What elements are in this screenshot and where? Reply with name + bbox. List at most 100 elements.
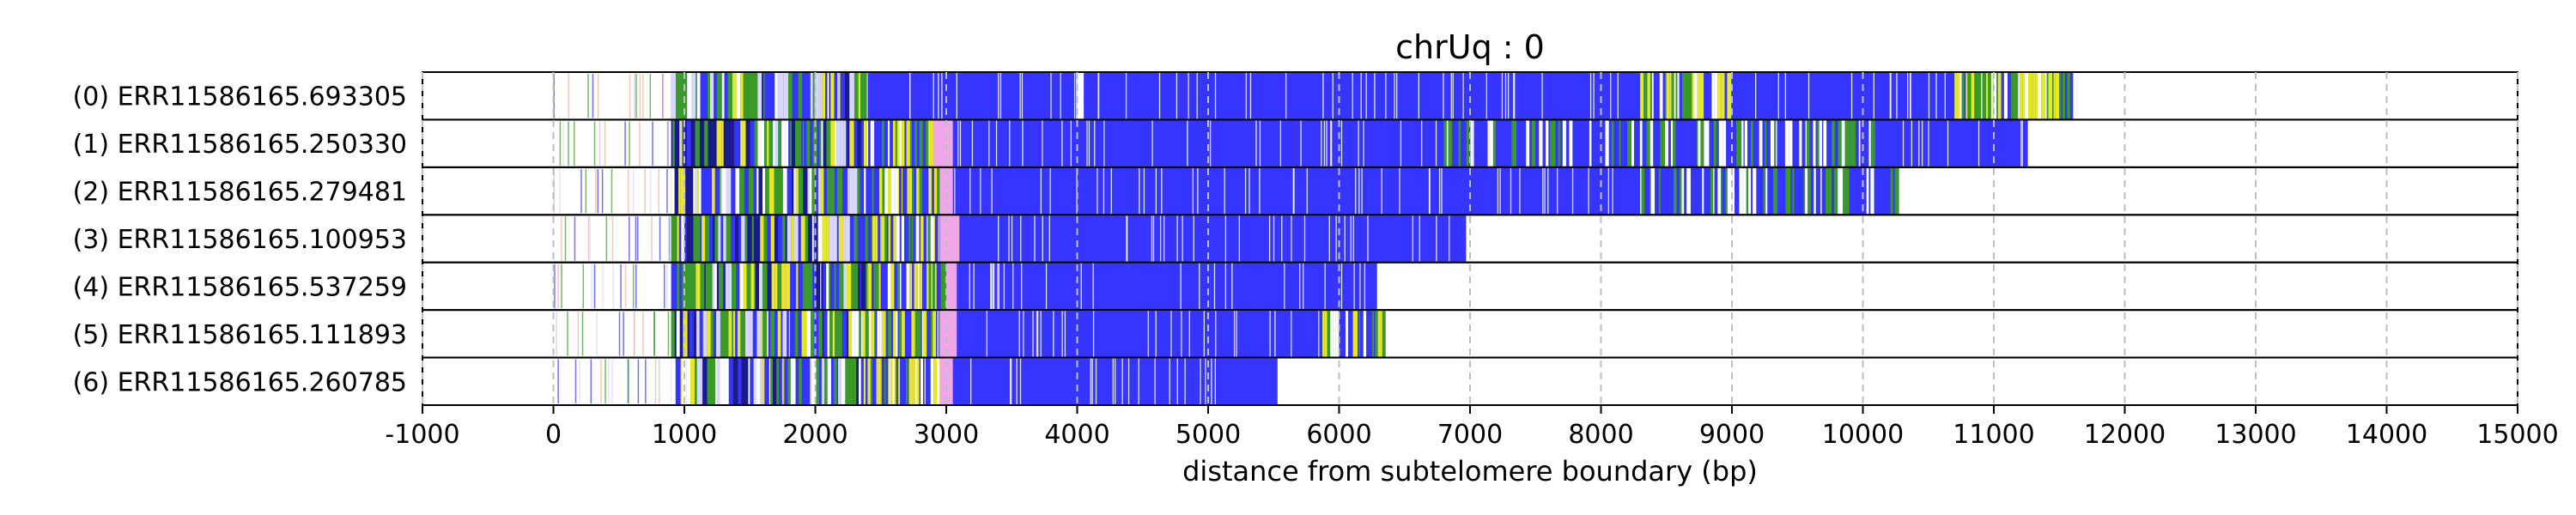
read-segment-stripe	[1782, 120, 1785, 167]
read-segment-stripe	[879, 167, 883, 215]
read-gap	[1331, 120, 1333, 167]
read-segment-stripe	[795, 167, 799, 215]
read-segment-stripe	[1792, 120, 1794, 167]
read-gap	[1163, 215, 1165, 262]
read-segment-stripe	[1801, 120, 1804, 167]
read-segment-stripe	[829, 263, 831, 310]
read-segment-stripe	[726, 167, 732, 215]
read-segment-stripe	[680, 167, 686, 215]
read-gap	[1214, 358, 1216, 404]
read-segment-stripe	[829, 215, 834, 262]
read-segment-stripe	[776, 358, 779, 404]
read-segment-stripe	[887, 215, 889, 262]
read-segment-stripe	[1675, 73, 1678, 119]
read-mark	[654, 359, 657, 403]
read-mark	[593, 264, 596, 309]
read-segment-stripe	[847, 167, 850, 215]
read-segment-stripe	[1579, 120, 1583, 167]
read-gap	[1211, 358, 1212, 404]
read-segment-stripe	[1564, 120, 1567, 167]
read-segment-stripe	[903, 263, 907, 310]
x-tick-label: 5000	[1176, 420, 1241, 450]
read-segment-stripe	[1728, 120, 1732, 167]
read-segment-stripe	[1345, 311, 1349, 357]
read-segment-stripe	[840, 120, 844, 167]
read-mark	[589, 216, 591, 261]
read-gap	[1097, 73, 1099, 119]
read-segment-stripe	[1511, 120, 1514, 167]
read-segment-stripe	[928, 167, 930, 215]
read-segment-stripe	[802, 263, 805, 310]
read-gap	[1318, 311, 1320, 357]
read-segment-stripe	[927, 167, 929, 215]
read-segment-stripe	[830, 358, 835, 404]
read-mark	[632, 168, 635, 214]
read-segment-stripe	[672, 120, 675, 167]
read-segment-stripe	[1964, 73, 1966, 119]
read-segment-stripe	[872, 120, 875, 167]
read-segment-stripe	[830, 120, 835, 167]
read-segment-stripe	[1663, 167, 1665, 215]
read-segment-stripe	[1838, 167, 1844, 215]
read-segment-stripe	[832, 311, 835, 357]
read-segment-stripe	[830, 73, 835, 119]
read-segment-stripe	[838, 167, 843, 215]
read-segment-stripe	[810, 120, 813, 167]
read-gap	[1273, 215, 1275, 262]
read-segment-stripe	[860, 120, 864, 167]
read-segment-stripe	[783, 73, 789, 119]
read-gap	[991, 167, 993, 215]
read-segment-stripe	[1773, 167, 1777, 215]
read-segment-stripe	[926, 120, 929, 167]
read-segment-stripe	[790, 263, 792, 310]
read-segment-stripe	[1796, 167, 1800, 215]
read-gap	[1399, 167, 1400, 215]
read-segment-stripe	[707, 311, 711, 357]
read-segment-stripe	[1700, 167, 1703, 215]
x-tick-label: 13000	[2215, 420, 2296, 450]
read-gap	[1754, 73, 1757, 119]
read-segment-stripe	[795, 120, 799, 167]
read-segment-stripe	[919, 263, 920, 310]
read-segment-stripe	[1473, 120, 1477, 167]
read-segment-stripe	[926, 358, 929, 404]
read-segment-stripe	[892, 358, 895, 404]
read-segment-stripe	[682, 120, 685, 167]
read-segment-stripe	[823, 167, 827, 215]
read-segment-stripe	[847, 120, 850, 167]
read-gap	[1003, 263, 1005, 310]
read-segment-blue	[1889, 120, 2028, 167]
read-gap	[1910, 73, 1911, 119]
read-gap	[1049, 167, 1051, 215]
read-gap	[1040, 311, 1042, 357]
read-segment-stripe	[808, 263, 813, 310]
read-segment-stripe	[1770, 167, 1774, 215]
read-segment-stripe	[906, 263, 909, 310]
read-segment-stripe	[1476, 120, 1479, 167]
read-segment-stripe	[674, 311, 677, 357]
read-mark	[559, 121, 562, 166]
read-segment-stripe	[1617, 120, 1619, 167]
read-segment-stripe	[888, 311, 892, 357]
read-segment-stripe	[873, 167, 878, 215]
read-segment-stripe	[1710, 120, 1713, 167]
read-segment-stripe	[1753, 167, 1757, 215]
read-segment-stripe	[1343, 311, 1346, 357]
read-segment-stripe	[898, 358, 901, 404]
read-segment-stripe	[1770, 120, 1773, 167]
read-segment-stripe	[773, 120, 775, 167]
read-gap	[1588, 167, 1589, 215]
read-gap	[1450, 73, 1452, 119]
read-segment-stripe	[810, 73, 813, 119]
read-segment-stripe	[1535, 120, 1540, 167]
read-gap	[1076, 73, 1078, 119]
read-segment-stripe	[710, 167, 712, 215]
read-gap	[1507, 73, 1510, 119]
read-segment-stripe	[937, 358, 939, 404]
read-segment-stripe	[763, 215, 768, 262]
read-mark	[581, 312, 584, 356]
read-segment-stripe	[820, 263, 822, 310]
read-segment-stripe	[1698, 167, 1701, 215]
read-segment-stripe	[731, 167, 736, 215]
read-segment-stripe	[892, 120, 896, 167]
